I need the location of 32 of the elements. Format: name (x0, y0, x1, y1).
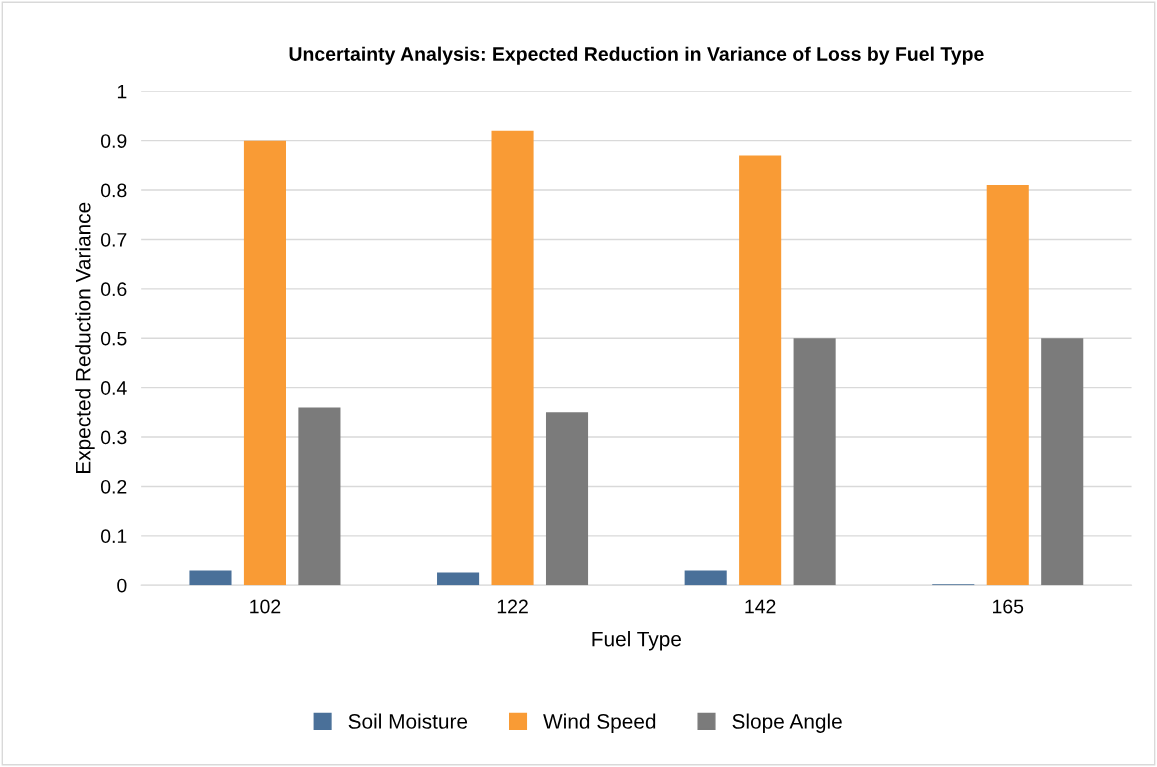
y-tick-label: 0.5 (101, 331, 127, 346)
bar (739, 155, 782, 586)
bar (545, 412, 589, 586)
bar (189, 570, 232, 586)
y-tick-label: 0.4 (101, 381, 127, 395)
x-tick-label: 142 (745, 599, 776, 614)
y-tick-label: 0.3 (101, 430, 127, 445)
legend-label: Slope Angle (732, 713, 842, 733)
bar (1041, 338, 1084, 586)
bar (491, 130, 534, 586)
x-tick-label: 165 (993, 599, 1024, 614)
y-tick-label: 0.7 (101, 232, 127, 247)
y-tick-label: 0.9 (101, 134, 127, 148)
bar (986, 185, 1029, 586)
y-tick-label: 0.8 (101, 183, 127, 198)
y-tick-label: 0 (117, 578, 127, 593)
y-tick-label: 0.2 (101, 479, 127, 494)
bar (243, 140, 286, 586)
bar (793, 338, 836, 586)
chart-title: Uncertainty Analysis: Expected Reduction in Variance of Loss by Fuel Type (289, 46, 984, 65)
x-axis-title: Fuel Type (592, 631, 681, 651)
y-tick-label: 1 (117, 84, 127, 99)
y-tick-label: 0.6 (101, 282, 127, 297)
bar (684, 570, 727, 586)
bar (437, 572, 480, 586)
y-tick-label: 0.1 (101, 529, 127, 544)
x-tick-label: 122 (497, 599, 528, 614)
legend-label: Wind Speed (543, 713, 656, 733)
bar (298, 407, 341, 586)
legend-label: Soil Moisture (348, 713, 468, 729)
y-axis-title: Expected Reduction Variance (75, 202, 95, 473)
x-tick-label: 102 (250, 599, 281, 614)
